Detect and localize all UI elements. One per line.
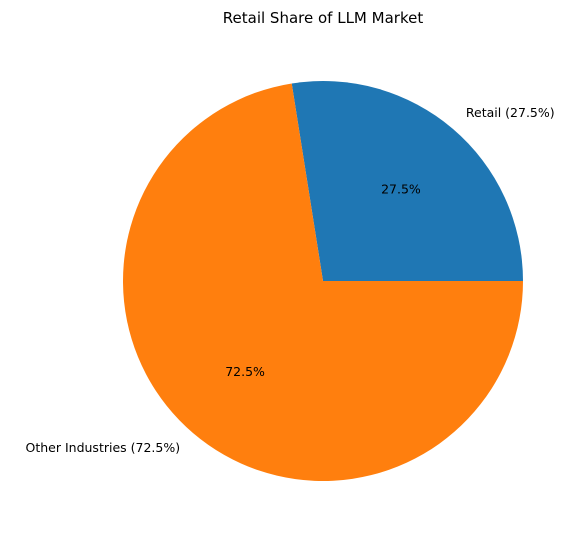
slice-pct-label-1: 27.5% [381,181,421,196]
chart-title: Retail Share of LLM Market [223,9,424,27]
slice-pct-label-2: 72.5% [225,364,265,379]
slice-label-2: Other Industries (72.5%) [26,440,181,455]
slice-label-1: Retail (27.5%) [466,105,555,120]
pie-slice-2 [122,83,523,481]
pie-labels: Retail (27.5%) 27.5% Other Industries (72.… [26,105,555,455]
pie-slice-1 [291,80,523,282]
pie-slices [122,80,523,481]
